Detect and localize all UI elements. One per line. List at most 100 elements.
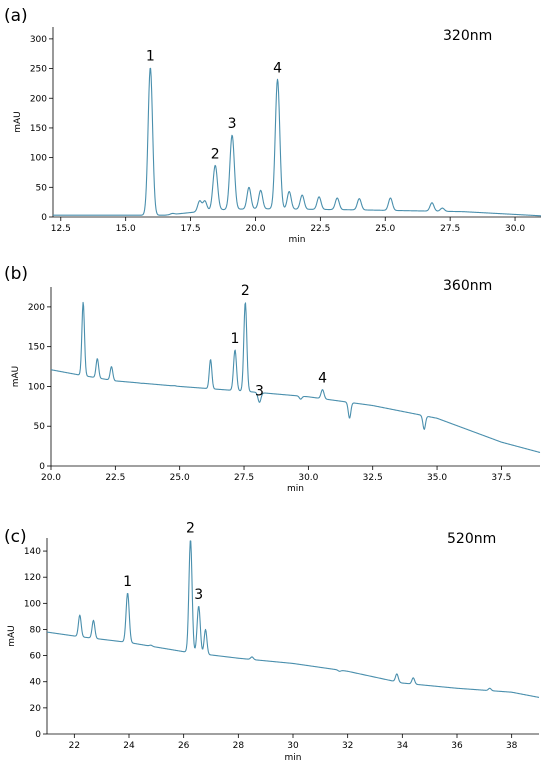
peak-point bbox=[259, 402, 260, 403]
peak-point bbox=[111, 366, 112, 367]
y-tick-label: 250 bbox=[30, 65, 47, 75]
x-tick-label: 36 bbox=[451, 741, 463, 751]
peak-point bbox=[140, 383, 141, 384]
x-tick-label: 22.5 bbox=[105, 473, 125, 483]
chromatogram-trace bbox=[50, 301, 541, 454]
y-tick-label: 100 bbox=[30, 154, 47, 164]
peak-point bbox=[205, 629, 206, 630]
peak-point bbox=[390, 197, 391, 198]
peak-point bbox=[248, 187, 249, 188]
y-tick-label: 20 bbox=[30, 704, 42, 714]
peak-point bbox=[150, 67, 151, 68]
y-tick-label: 0 bbox=[35, 730, 41, 740]
x-tick-label: 32.5 bbox=[363, 473, 383, 483]
peak-label: 3 bbox=[194, 587, 203, 603]
peak-point bbox=[174, 385, 175, 386]
wavelength-label: 320nm bbox=[443, 28, 492, 44]
y-tick-label: 200 bbox=[28, 303, 45, 313]
peak-point bbox=[210, 359, 211, 360]
peak-point bbox=[289, 191, 290, 192]
y-axis-label: mAU bbox=[7, 625, 17, 647]
x-axis-label: min bbox=[289, 235, 306, 245]
peak-label: 4 bbox=[318, 371, 327, 387]
y-tick-label: 50 bbox=[34, 422, 46, 432]
peak-point bbox=[215, 165, 216, 166]
peak-point bbox=[442, 207, 443, 208]
peak-point bbox=[431, 202, 432, 203]
y-tick-label: 50 bbox=[36, 183, 48, 193]
peak-point bbox=[172, 213, 173, 214]
peak-point bbox=[359, 198, 360, 199]
peak-point bbox=[127, 592, 128, 593]
x-tick-label: 20.0 bbox=[245, 224, 265, 234]
wavelength-label: 520nm bbox=[447, 531, 496, 547]
chromatogram-trace bbox=[52, 67, 542, 217]
y-axis-label: mAU bbox=[13, 111, 23, 133]
x-tick-label: 25.0 bbox=[375, 224, 395, 234]
x-tick-label: 12.5 bbox=[51, 224, 71, 234]
panel-a: (a) 320nm 12.5 15.0 17.5 20.0 22.5 25.0 27.5 30.0… bbox=[4, 6, 542, 245]
peak-point bbox=[199, 200, 200, 201]
panel-b: (b) 360nm 20.0 22.5 25.0 27.5 30.0 32.5 35.0 37.5… bbox=[4, 264, 541, 494]
peak-point bbox=[245, 302, 246, 303]
y-tick-label: 0 bbox=[41, 213, 47, 223]
y-tick-label: 100 bbox=[28, 382, 45, 392]
y-axis-label: mAU bbox=[11, 366, 21, 388]
peak-point bbox=[83, 302, 84, 303]
peak-point bbox=[322, 389, 323, 390]
peak-point bbox=[302, 194, 303, 195]
peak-label: 1 bbox=[146, 48, 155, 64]
peak-point bbox=[150, 645, 151, 646]
peak-point bbox=[318, 196, 319, 197]
x-tick-label: 26 bbox=[178, 741, 190, 751]
x-tick-label: 17.5 bbox=[181, 224, 201, 234]
peak-point bbox=[339, 671, 340, 672]
peak-point bbox=[232, 134, 233, 135]
x-tick-label: 30 bbox=[287, 741, 299, 751]
x-tick-label: 34 bbox=[397, 741, 409, 751]
peak-point bbox=[413, 677, 414, 678]
x-axis-label: min bbox=[285, 753, 302, 763]
panel-label: (b) bbox=[4, 264, 28, 284]
x-tick-label: 28 bbox=[233, 741, 245, 751]
peak-label: 4 bbox=[273, 60, 282, 76]
peak-point bbox=[234, 349, 235, 350]
peak-label: 3 bbox=[255, 383, 264, 399]
y-tick-label: 200 bbox=[30, 94, 47, 104]
x-axis-label: min bbox=[287, 484, 304, 494]
y-tick-label: 150 bbox=[28, 343, 45, 353]
peak-label: 3 bbox=[228, 116, 237, 132]
y-tick-label: 40 bbox=[30, 678, 42, 688]
peak-label: 2 bbox=[211, 146, 220, 162]
x-tick-label: 30.0 bbox=[298, 473, 318, 483]
peak-point bbox=[79, 614, 80, 615]
peak-point bbox=[97, 358, 98, 359]
x-tick-label: 32 bbox=[342, 741, 353, 751]
y-tick-label: 60 bbox=[30, 652, 42, 662]
y-tick-label: 300 bbox=[30, 35, 47, 45]
panel-label: (c) bbox=[4, 527, 27, 547]
x-tick-label: 35.0 bbox=[427, 473, 447, 483]
panel-label: (a) bbox=[4, 6, 28, 26]
peak-point bbox=[277, 79, 278, 80]
peak-point bbox=[337, 197, 338, 198]
wavelength-label: 360nm bbox=[443, 278, 492, 294]
x-tick-label: 24 bbox=[123, 741, 135, 751]
x-tick-label: 37.5 bbox=[491, 473, 511, 483]
peak-label: 2 bbox=[186, 520, 195, 536]
y-tick-label: 0 bbox=[39, 462, 45, 472]
x-tick-label: 30.0 bbox=[505, 224, 525, 234]
y-tick-label: 150 bbox=[30, 124, 47, 134]
peak-point bbox=[489, 688, 490, 689]
peak-point bbox=[349, 418, 350, 419]
y-tick-label: 120 bbox=[24, 573, 41, 583]
y-tick-label: 100 bbox=[24, 599, 41, 609]
peak-point bbox=[260, 190, 261, 191]
peak-point bbox=[204, 200, 205, 201]
chromatogram-trace bbox=[46, 540, 540, 698]
y-tick-label: 80 bbox=[30, 625, 42, 635]
x-tick-label: 20.0 bbox=[41, 473, 61, 483]
peak-point bbox=[190, 539, 191, 540]
